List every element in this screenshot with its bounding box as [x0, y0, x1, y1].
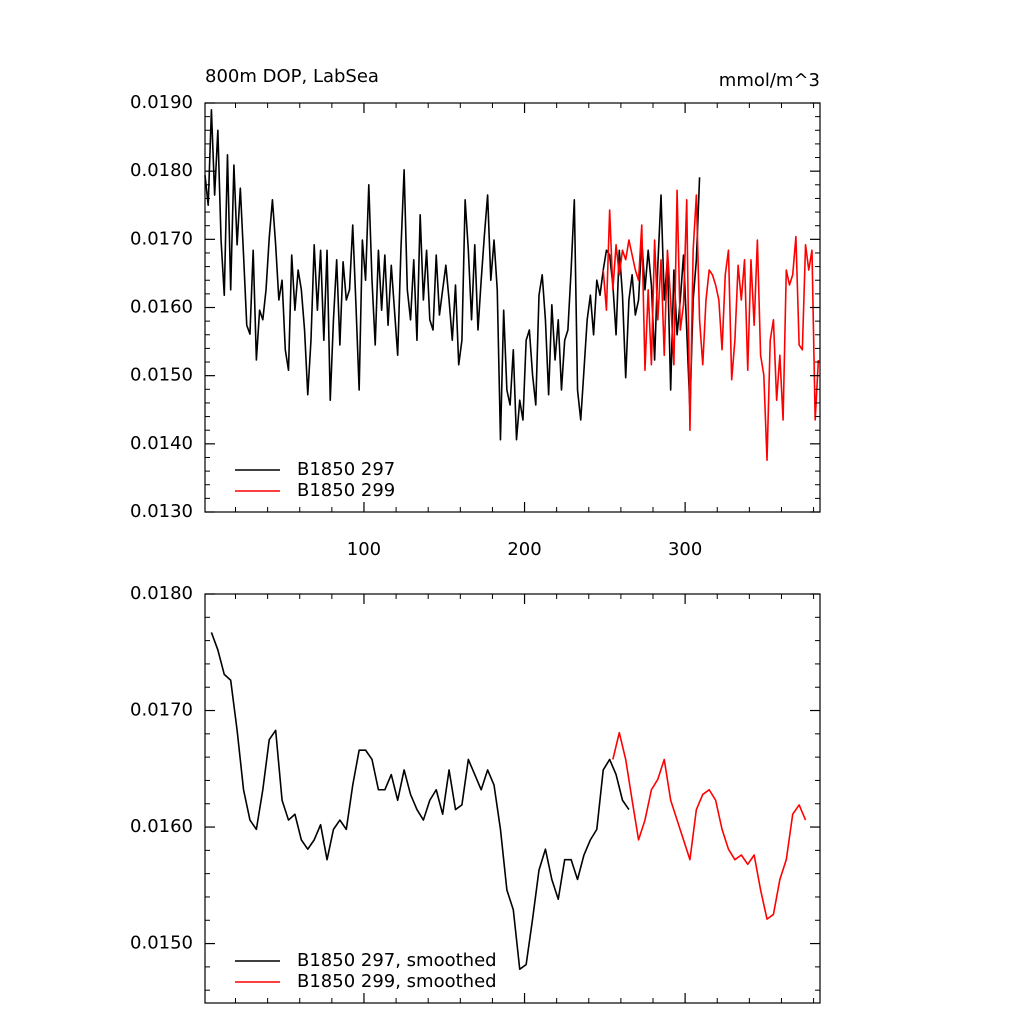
chart-title: 800m DOP, LabSea	[205, 66, 379, 87]
x-tick-label: 200	[507, 539, 541, 560]
x-tick-label: 100	[347, 539, 381, 560]
legend-label: B1850 299	[297, 480, 395, 501]
y-tick-label: 0.0170	[130, 700, 193, 721]
legend-label: B1850 297	[297, 459, 395, 480]
y-tick-label: 0.0150	[130, 933, 193, 954]
series-line	[204, 109, 701, 441]
y-tick-label: 0.0190	[130, 92, 193, 113]
y-tick-label: 0.0140	[130, 433, 193, 454]
y-tick-label: 0.0180	[130, 160, 193, 181]
y-tick-label: 0.0130	[130, 501, 193, 522]
series-line	[612, 731, 807, 920]
plot-frame	[204, 102, 821, 513]
y-tick-label: 0.0150	[130, 365, 193, 386]
x-tick-label: 300	[668, 539, 702, 560]
legend-label: B1850 297, smoothed	[297, 950, 497, 971]
series-line	[602, 189, 820, 461]
y-tick-label: 0.0180	[130, 583, 193, 604]
y-tick-label: 0.0160	[130, 816, 193, 837]
series-line	[210, 632, 630, 971]
units-label: mmol/m^3	[719, 70, 820, 91]
legend-label: B1850 299, smoothed	[297, 971, 497, 992]
y-tick-label: 0.0160	[130, 297, 193, 318]
plot-frame	[204, 593, 821, 1004]
y-tick-label: 0.0170	[130, 228, 193, 249]
